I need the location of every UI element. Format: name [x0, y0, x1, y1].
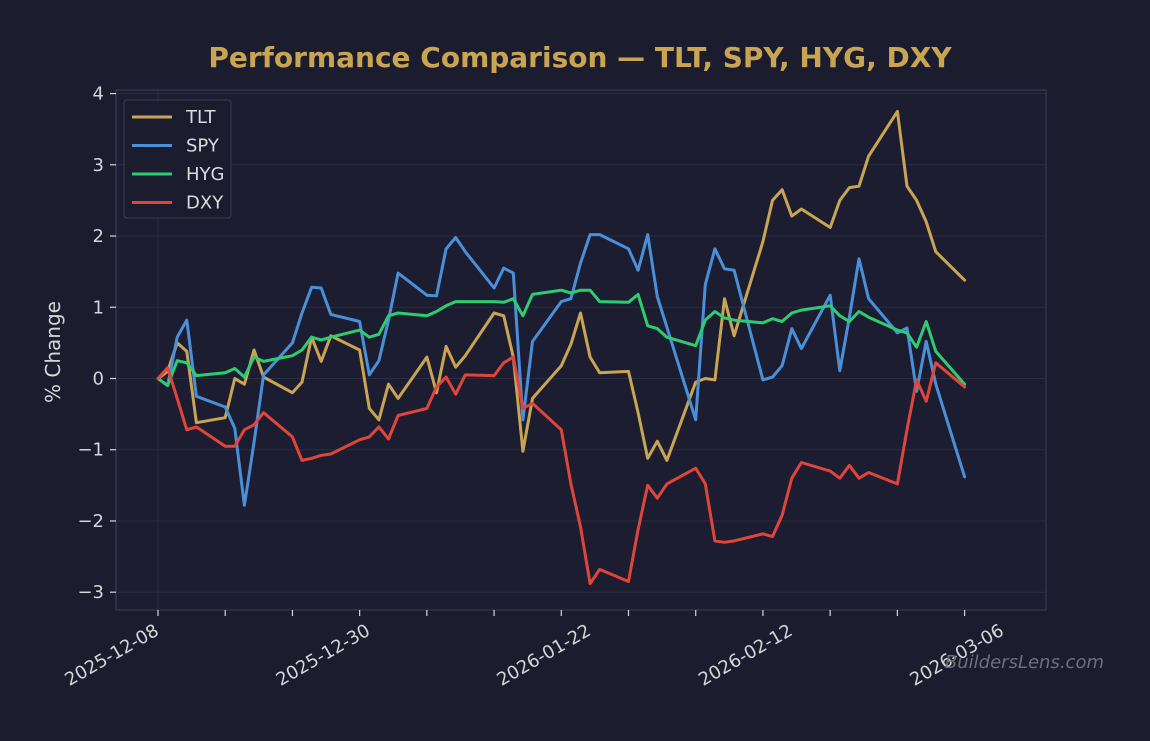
- watermark: BuildersLens.com: [945, 652, 1104, 673]
- legend-label-tlt: TLT: [185, 107, 217, 128]
- legend: TLT SPY HYG DXY: [123, 99, 232, 219]
- series-line-spy: [156, 233, 967, 507]
- legend-label-hyg: HYG: [186, 164, 224, 185]
- y-tick-label: 4: [93, 84, 104, 105]
- y-tick-label: 3: [93, 155, 104, 176]
- plot-area: [115, 89, 1047, 611]
- legend-box: [123, 99, 232, 219]
- y-tick-label: 1: [93, 297, 104, 318]
- y-axis-ticks: 4 3 2 1 0 −1 −2 −3: [77, 84, 116, 603]
- legend-label-spy: SPY: [186, 136, 220, 157]
- grid: [116, 90, 1046, 610]
- y-tick-label: 0: [93, 368, 104, 389]
- y-tick-label: −2: [77, 511, 104, 532]
- y-tick-label: −1: [77, 440, 104, 461]
- series-lines: [156, 109, 967, 586]
- series-line-tlt: [156, 109, 967, 462]
- series-line-dxy: [156, 355, 967, 586]
- chart-title: Performance Comparison — TLT, SPY, HYG, …: [208, 41, 952, 74]
- y-tick-label: 2: [93, 226, 104, 247]
- y-axis-label: % Change: [41, 301, 65, 403]
- series-line-hyg: [156, 288, 967, 388]
- legend-label-dxy: DXY: [186, 193, 224, 214]
- y-tick-label: −3: [77, 582, 104, 603]
